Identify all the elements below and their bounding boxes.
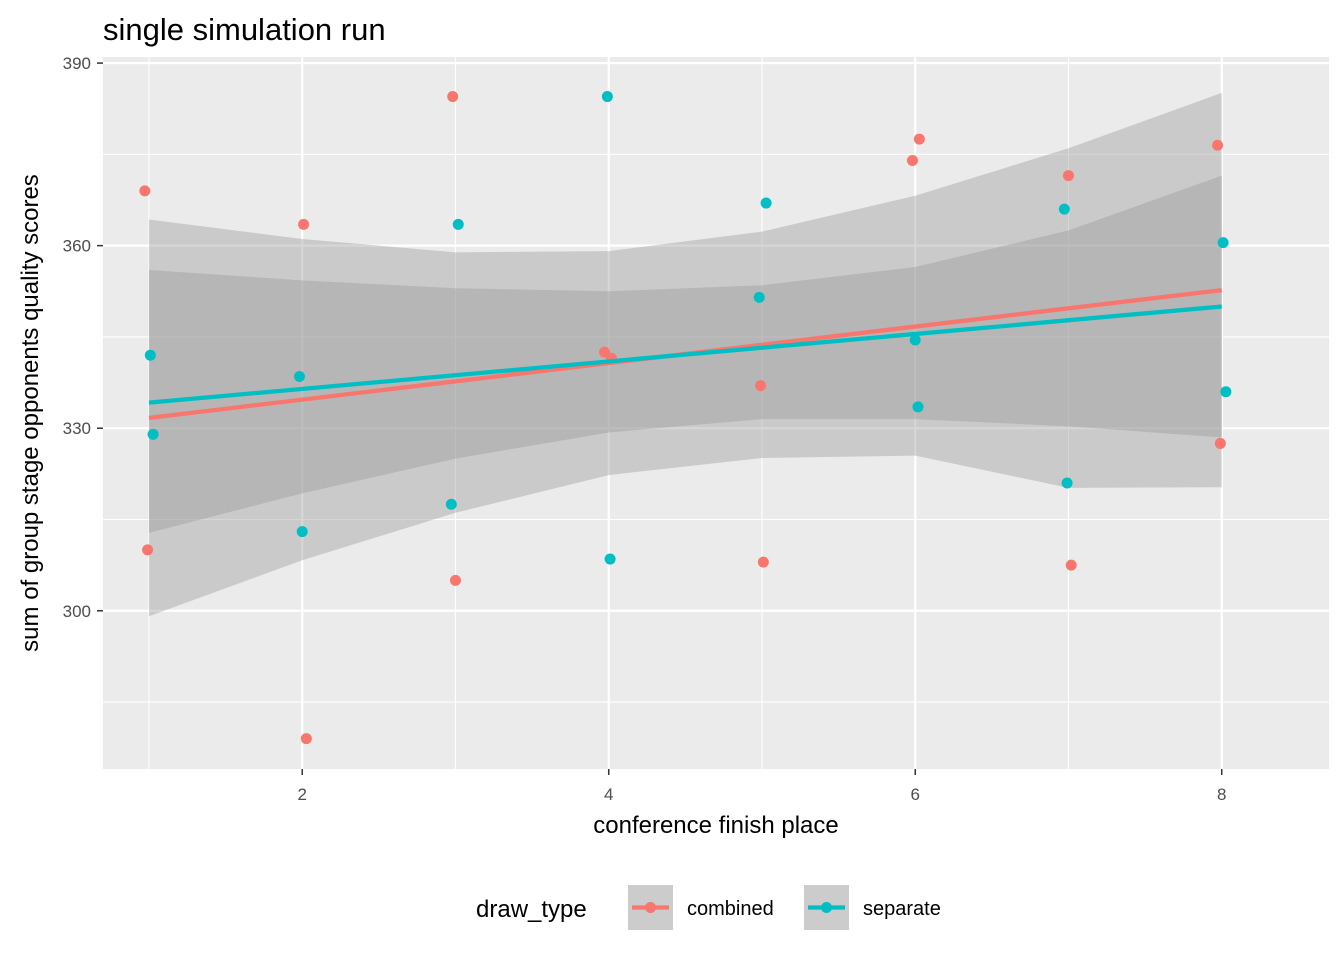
- y-tick-label: 390: [63, 54, 91, 73]
- grid-major: [103, 57, 1329, 769]
- x-axis: 2 4 6 8: [297, 769, 1226, 804]
- point-separate: [147, 428, 159, 440]
- x-tick-label: 6: [910, 785, 919, 804]
- point-separate: [1061, 477, 1073, 489]
- point-combined: [300, 733, 312, 745]
- x-tick-label: 4: [604, 785, 613, 804]
- legend-key-point-combined: [645, 902, 656, 913]
- legend-key-point-separate: [821, 902, 832, 913]
- point-combined: [142, 544, 154, 556]
- x-axis-title: conference finish place: [593, 812, 838, 839]
- point-combined: [1062, 170, 1074, 182]
- chart-title: single simulation run: [103, 12, 386, 47]
- x-tick-label: 2: [297, 785, 306, 804]
- point-separate: [1058, 203, 1070, 215]
- point-separate: [912, 401, 924, 413]
- point-combined: [1214, 437, 1226, 449]
- point-combined: [755, 380, 767, 392]
- point-separate: [604, 553, 616, 565]
- point-separate: [753, 291, 765, 303]
- point-combined: [913, 133, 925, 145]
- legend-title: draw_type: [476, 896, 587, 923]
- point-separate: [296, 526, 308, 538]
- point-separate: [1220, 386, 1232, 398]
- legend-label-separate: separate: [863, 898, 941, 920]
- point-separate: [760, 197, 772, 209]
- y-tick-label: 300: [63, 602, 91, 621]
- scatter-points: [139, 91, 1232, 745]
- fit-lines: [148, 287, 1222, 421]
- point-separate: [601, 91, 613, 103]
- legend-keys: combined separate: [628, 885, 941, 930]
- point-separate: [909, 334, 921, 346]
- plot-panel: [103, 57, 1329, 769]
- point-combined: [139, 185, 151, 197]
- point-combined: [906, 154, 918, 166]
- point-separate: [1217, 237, 1229, 249]
- fit-line-separate: [148, 304, 1222, 405]
- legend-label-combined: combined: [687, 898, 774, 920]
- point-combined: [298, 218, 310, 230]
- legend: draw_type combined separate: [476, 885, 941, 930]
- point-combined: [447, 91, 459, 103]
- point-combined: [449, 574, 461, 586]
- y-axis-title: sum of group stage opponents quality sco…: [17, 174, 44, 652]
- point-combined: [599, 346, 611, 358]
- y-tick-label: 330: [63, 419, 91, 438]
- y-tick-label: 360: [63, 237, 91, 256]
- point-combined: [757, 556, 769, 568]
- point-combined: [1065, 559, 1077, 571]
- point-separate: [144, 349, 156, 361]
- x-tick-label: 8: [1217, 785, 1226, 804]
- point-separate: [445, 498, 457, 510]
- y-axis: 300 330 360 390: [63, 54, 103, 621]
- point-separate: [452, 218, 464, 230]
- point-combined: [1212, 139, 1224, 151]
- point-separate: [293, 370, 305, 382]
